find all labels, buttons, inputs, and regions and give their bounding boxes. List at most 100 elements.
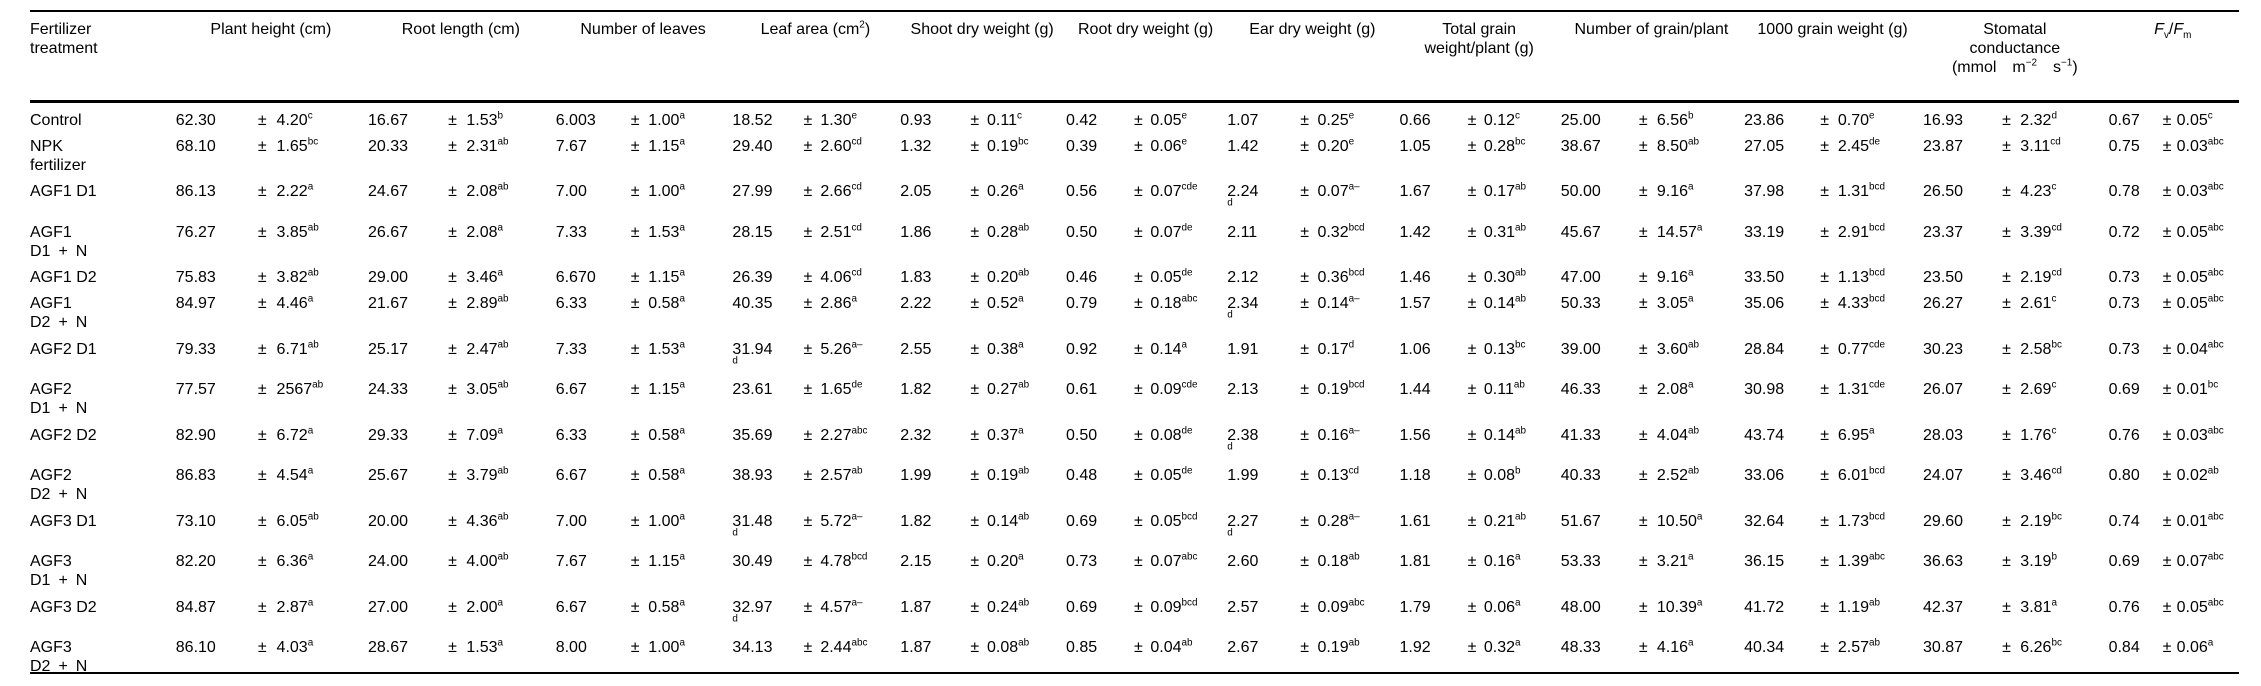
cell-value: 31.94 <box>732 340 773 358</box>
column-header-num-leaves: Number of leaves <box>555 11 733 103</box>
plus-minus-symbol: ± <box>448 340 457 358</box>
cell-error: 8.50ab <box>1656 136 1700 155</box>
header-line: Shoot dry weight (g) <box>910 21 1054 38</box>
cell-error: 0.14ab <box>987 511 1030 530</box>
cell-value: 0.39 <box>1065 137 1098 155</box>
significance-letter: abc <box>1181 551 1198 563</box>
significance-letter: a <box>679 339 685 351</box>
plus-minus-symbol: ± <box>630 111 640 129</box>
cell-grain-weight-1000: 32.64 ±1.73bcd <box>1744 507 1923 548</box>
header-line: 1000 grain weight (g) <box>1757 21 1908 38</box>
table-row: AGF3 D2 + N 86.10 ±4.03a 28.67 ±1.53a 8.00 ±1.… <box>30 633 2239 678</box>
plus-minus-symbol: ± <box>803 183 813 201</box>
cell-value: 0.73 <box>2108 340 2140 358</box>
plus-minus-symbol: ± <box>1467 111 1477 129</box>
plus-minus-symbol: ± <box>1820 295 1829 313</box>
significance-letter: ab <box>1869 597 1881 609</box>
cell-num-leaves: 6.67 ±0.58a <box>556 593 733 634</box>
plus-minus-symbol: ± <box>1467 426 1477 444</box>
cell-error: 0.14a <box>1150 339 1187 358</box>
significance-letter: ab <box>1181 637 1193 649</box>
cell-error: 4.36ab <box>466 511 509 530</box>
cell-error: 6.26bc <box>2020 637 2062 657</box>
header-line: Root length (cm) <box>401 21 520 38</box>
cell-value: 0.76 <box>2108 426 2140 444</box>
cell-content: 36.15 ±1.39abc <box>1744 552 1921 571</box>
significance-letter: de <box>1181 267 1193 279</box>
plus-minus-symbol: ± <box>1820 467 1829 485</box>
plus-minus-symbol: ± <box>1467 269 1477 287</box>
plus-minus-symbol: ± <box>1134 467 1143 485</box>
cell-error: 0.05bcd <box>1150 511 1198 530</box>
plus-minus-symbol: ± <box>2002 639 2011 657</box>
header-text-segment: −1 <box>2061 58 2073 70</box>
cell-content: 1.56 ±0.14ab <box>1400 426 1559 445</box>
plus-minus-symbol: ± <box>1134 295 1143 313</box>
significance-letter: e <box>851 110 857 122</box>
cell-error: 0.05c <box>2176 110 2213 129</box>
row-label: AGF3 D1 <box>30 512 97 530</box>
cell-content: 2.38 ±0.16a– <box>1227 426 1397 445</box>
cell-value: 0.69 <box>2108 381 2140 399</box>
cell-value: 53.33 <box>1560 553 1601 571</box>
significance-letter: a <box>1515 597 1521 609</box>
cell-value: 2.32 <box>900 426 932 444</box>
cell-content: 29.00 ±3.46a <box>368 268 554 287</box>
plus-minus-symbol: ± <box>1300 223 1310 241</box>
cell-content: 0.76 ±0.05abc <box>2109 598 2237 617</box>
row-label: NPK fertilizer <box>30 137 87 174</box>
cell-content: 46.33 ±2.08a <box>1561 380 1742 399</box>
cell-value: 68.10 <box>175 137 216 155</box>
cell-value: 2.15 <box>900 553 932 571</box>
plus-minus-symbol: ± <box>1134 553 1143 571</box>
cell-error: 0.36bcd <box>1317 267 1365 287</box>
cell-value: 0.69 <box>1065 512 1098 530</box>
plus-minus-symbol: ± <box>803 111 813 129</box>
cell-content: 1.92 ±0.32a <box>1400 638 1559 657</box>
cell-error: 0.08b <box>1483 465 1521 485</box>
cell-content: 1.46 ±0.30ab <box>1400 268 1559 287</box>
plus-minus-symbol: ± <box>1467 340 1477 358</box>
cell-error: 0.28ab <box>987 222 1030 241</box>
significance-letter: bcd <box>1348 267 1365 279</box>
significance-letter: e <box>1181 110 1187 122</box>
cell-error: 0.18ab <box>1317 551 1360 571</box>
significance-letter: c <box>307 110 313 122</box>
significance-letter: cd <box>2050 136 2061 148</box>
cell-ear-dry-weight: 2.12 ±0.36bcd <box>1227 263 1399 289</box>
cell-leaf-area: 26.39 ±4.06cd <box>732 263 900 289</box>
wrapped-significance-line: d <box>732 356 898 373</box>
cell-value: 1.56 <box>1399 426 1431 444</box>
cell-content: 6.670 ±1.15a <box>556 268 731 287</box>
cell-total-grain-weight: 1.67 ±0.17ab <box>1400 177 1561 218</box>
cell-num-grain: 45.67 ±14.57a <box>1561 218 1744 263</box>
cell-error: 4.54a <box>276 465 314 485</box>
cell-plant-height: 86.83 ±4.54a <box>176 461 368 506</box>
cell-error: 0.14a– <box>1317 293 1360 313</box>
cell-num-leaves: 6.33 ±0.58a <box>556 289 733 334</box>
plus-minus-symbol: ± <box>970 295 980 313</box>
cell-error: 3.81a <box>2020 597 2057 616</box>
cell-content: 33.06 ±6.01bcd <box>1744 466 1921 485</box>
significance-letter: bcd <box>851 551 868 563</box>
cell-num-grain: 50.00 ±9.16a <box>1561 177 1744 218</box>
significance-letter: ab <box>1018 465 1030 477</box>
cell-content: 2.11 ±0.32bcd <box>1227 223 1397 242</box>
cell-error: 1.19ab <box>1837 597 1881 616</box>
cell-value: 6.67 <box>555 598 587 616</box>
cell-content: 2.67 ±0.19ab <box>1227 638 1397 657</box>
significance-letter: cd <box>2051 465 2062 477</box>
plus-minus-symbol: ± <box>2002 183 2011 201</box>
cell-content: 1.91 ±0.17d <box>1227 340 1397 359</box>
cell-content: 26.67 ±2.08a <box>368 223 554 242</box>
cell-content: 2.24 ±0.07a– <box>1227 182 1397 201</box>
cell-value: 1.18 <box>1399 467 1431 485</box>
cell-num-grain: 48.00 ±10.39a <box>1561 593 1744 634</box>
significance-letter: a <box>307 551 314 563</box>
cell-error: 1.73bcd <box>1837 511 1885 530</box>
significance-letter: a <box>679 637 685 649</box>
plus-minus-symbol: ± <box>1638 381 1648 399</box>
cell-content: 1.81 ±0.16a <box>1400 552 1559 571</box>
cell-root-length: 24.00 ±4.00ab <box>368 547 556 592</box>
cell-error: 0.03abc <box>2176 181 2224 201</box>
